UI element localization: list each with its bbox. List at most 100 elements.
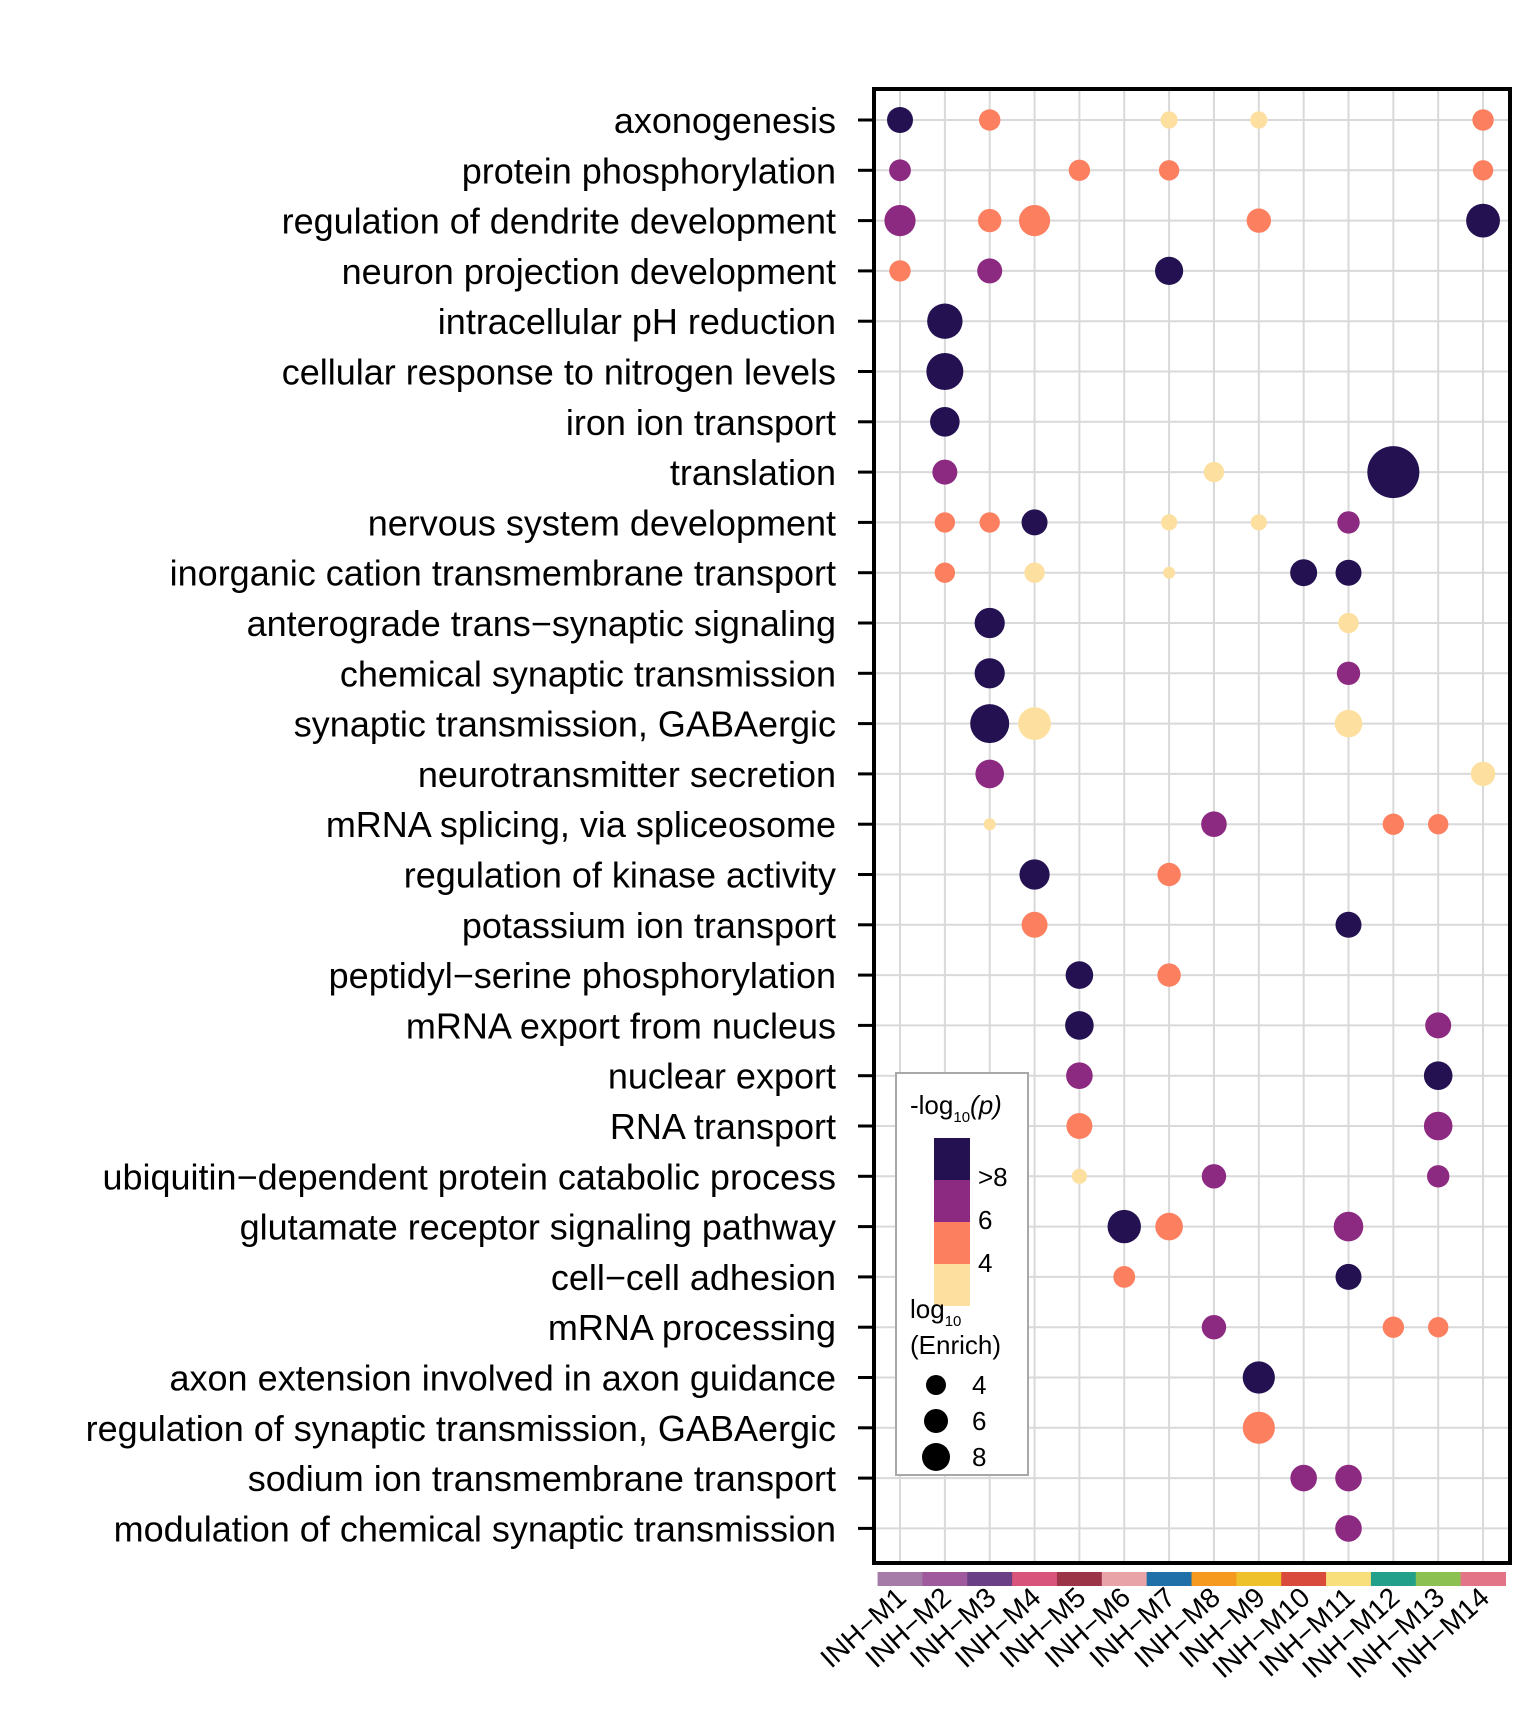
term-label: neurotransmitter secretion	[418, 754, 836, 795]
data-point	[978, 208, 1002, 233]
module-color-segment	[1281, 1572, 1327, 1586]
data-point	[1021, 911, 1048, 938]
module-color-segment	[1191, 1572, 1237, 1586]
term-label: peptidyl−serine phosphorylation	[329, 955, 836, 996]
data-point	[1336, 661, 1361, 685]
module-color-segment	[1056, 1572, 1103, 1586]
data-point	[979, 512, 1000, 533]
data-point	[1065, 961, 1094, 989]
term-label: sodium ion transmembrane transport	[248, 1458, 836, 1499]
module-color-segment	[1101, 1572, 1148, 1586]
y-axis-term-labels: axonogenesis protein phosphorylation regul…	[86, 100, 836, 1549]
data-point	[1427, 1165, 1450, 1188]
term-label: cellular response to nitrogen levels	[282, 352, 836, 393]
data-point	[1250, 111, 1268, 129]
module-color-segment	[967, 1572, 1013, 1586]
data-point	[889, 260, 911, 282]
x-axis-module-labels: INH−M1INH−M2INH−M3INH−M4INH−M5INH−M6INH−…	[814, 1581, 1495, 1684]
legend-size-dot-6	[924, 1409, 948, 1433]
data-point	[884, 205, 916, 237]
term-label: iron ion transport	[566, 402, 836, 443]
data-point	[1242, 1411, 1275, 1444]
term-label: intracellular pH reduction	[438, 301, 836, 342]
module-color-bar	[877, 1572, 1506, 1586]
legend-size-title-enrich: (Enrich)	[910, 1330, 1001, 1360]
term-label: glutamate receptor signaling pathway	[240, 1207, 836, 1248]
legend-color-label-6: 6	[978, 1205, 992, 1235]
data-point	[1071, 1168, 1087, 1184]
term-label: potassium ion transport	[462, 905, 836, 946]
data-point	[983, 818, 996, 831]
legend-size-label-6: 6	[972, 1406, 986, 1436]
data-point	[1425, 1012, 1452, 1039]
data-point	[934, 562, 956, 583]
legend-color-label-4: 4	[978, 1248, 992, 1278]
module-color-segment	[1012, 1572, 1058, 1586]
term-label: mRNA splicing, via spliceosome	[326, 804, 836, 845]
data-point	[1290, 559, 1318, 587]
data-point	[1472, 160, 1494, 181]
data-point	[887, 107, 913, 133]
data-point	[979, 109, 1001, 131]
term-label: cell−cell adhesion	[551, 1257, 836, 1298]
legend-color-swatch-6	[934, 1180, 970, 1222]
data-point	[975, 759, 1004, 789]
legend: -log10(p) >8 6 4 log10 (Enrich) 4 6 8	[895, 1072, 1029, 1476]
data-point	[1334, 709, 1363, 738]
data-point	[1019, 859, 1050, 890]
term-label: nuclear export	[608, 1056, 836, 1097]
data-point	[932, 459, 958, 485]
data-point	[1382, 1316, 1405, 1338]
data-point	[1466, 203, 1500, 238]
legend-color-swatch-5	[934, 1222, 970, 1264]
term-label: protein phosphorylation	[462, 150, 836, 191]
legend-size-title: log10	[910, 1294, 961, 1330]
data-point	[1161, 514, 1178, 531]
data-point	[1250, 514, 1267, 531]
module-color-segment	[922, 1572, 968, 1586]
data-point	[1158, 160, 1180, 181]
term-label: mRNA processing	[548, 1307, 836, 1348]
term-label: axon extension involved in axon guidance	[170, 1358, 836, 1399]
data-point	[1018, 205, 1051, 237]
term-label: mRNA export from nucleus	[406, 1005, 836, 1046]
term-label: neuron projection development	[342, 251, 836, 292]
module-color-segment	[1146, 1572, 1193, 1586]
data-point	[1201, 1315, 1227, 1340]
y-axis-ticks	[858, 118, 874, 1530]
data-point	[1246, 208, 1272, 233]
module-color-segment	[1370, 1572, 1417, 1586]
data-point	[1018, 707, 1051, 740]
legend-size-label-4: 4	[972, 1370, 986, 1400]
legend-color-swatch-4	[934, 1264, 970, 1306]
data-point	[930, 407, 960, 437]
data-point	[1470, 761, 1496, 787]
data-point	[1428, 1317, 1449, 1338]
data-point	[1335, 911, 1362, 938]
data-point	[1290, 1464, 1317, 1492]
term-label: inorganic cation transmembrane transport	[170, 553, 836, 594]
data-point	[1335, 1464, 1362, 1492]
data-point	[1428, 814, 1449, 835]
data-point	[1423, 1061, 1453, 1090]
legend-size-dot-8	[922, 1443, 950, 1471]
term-label: RNA transport	[610, 1106, 836, 1147]
data-point	[1382, 813, 1405, 835]
legend-color-swatch-gt8	[934, 1138, 970, 1180]
data-point	[1163, 566, 1176, 579]
data-point	[1066, 1062, 1093, 1089]
data-point	[1335, 559, 1362, 586]
data-point	[1068, 159, 1091, 181]
term-label: nervous system development	[368, 502, 836, 543]
data-point	[1472, 109, 1494, 131]
data-point	[1066, 1113, 1093, 1139]
data-point	[1338, 612, 1359, 634]
term-label: synaptic transmission, GABAergic	[294, 704, 836, 745]
data-point	[927, 303, 963, 339]
plot-frame	[872, 87, 1512, 1565]
data-point	[1203, 461, 1225, 483]
legend-size-dot-4	[926, 1375, 946, 1395]
data-point	[1021, 509, 1048, 536]
data-point	[1155, 256, 1184, 285]
term-label: ubiquitin−dependent protein catabolic pr…	[102, 1156, 836, 1197]
